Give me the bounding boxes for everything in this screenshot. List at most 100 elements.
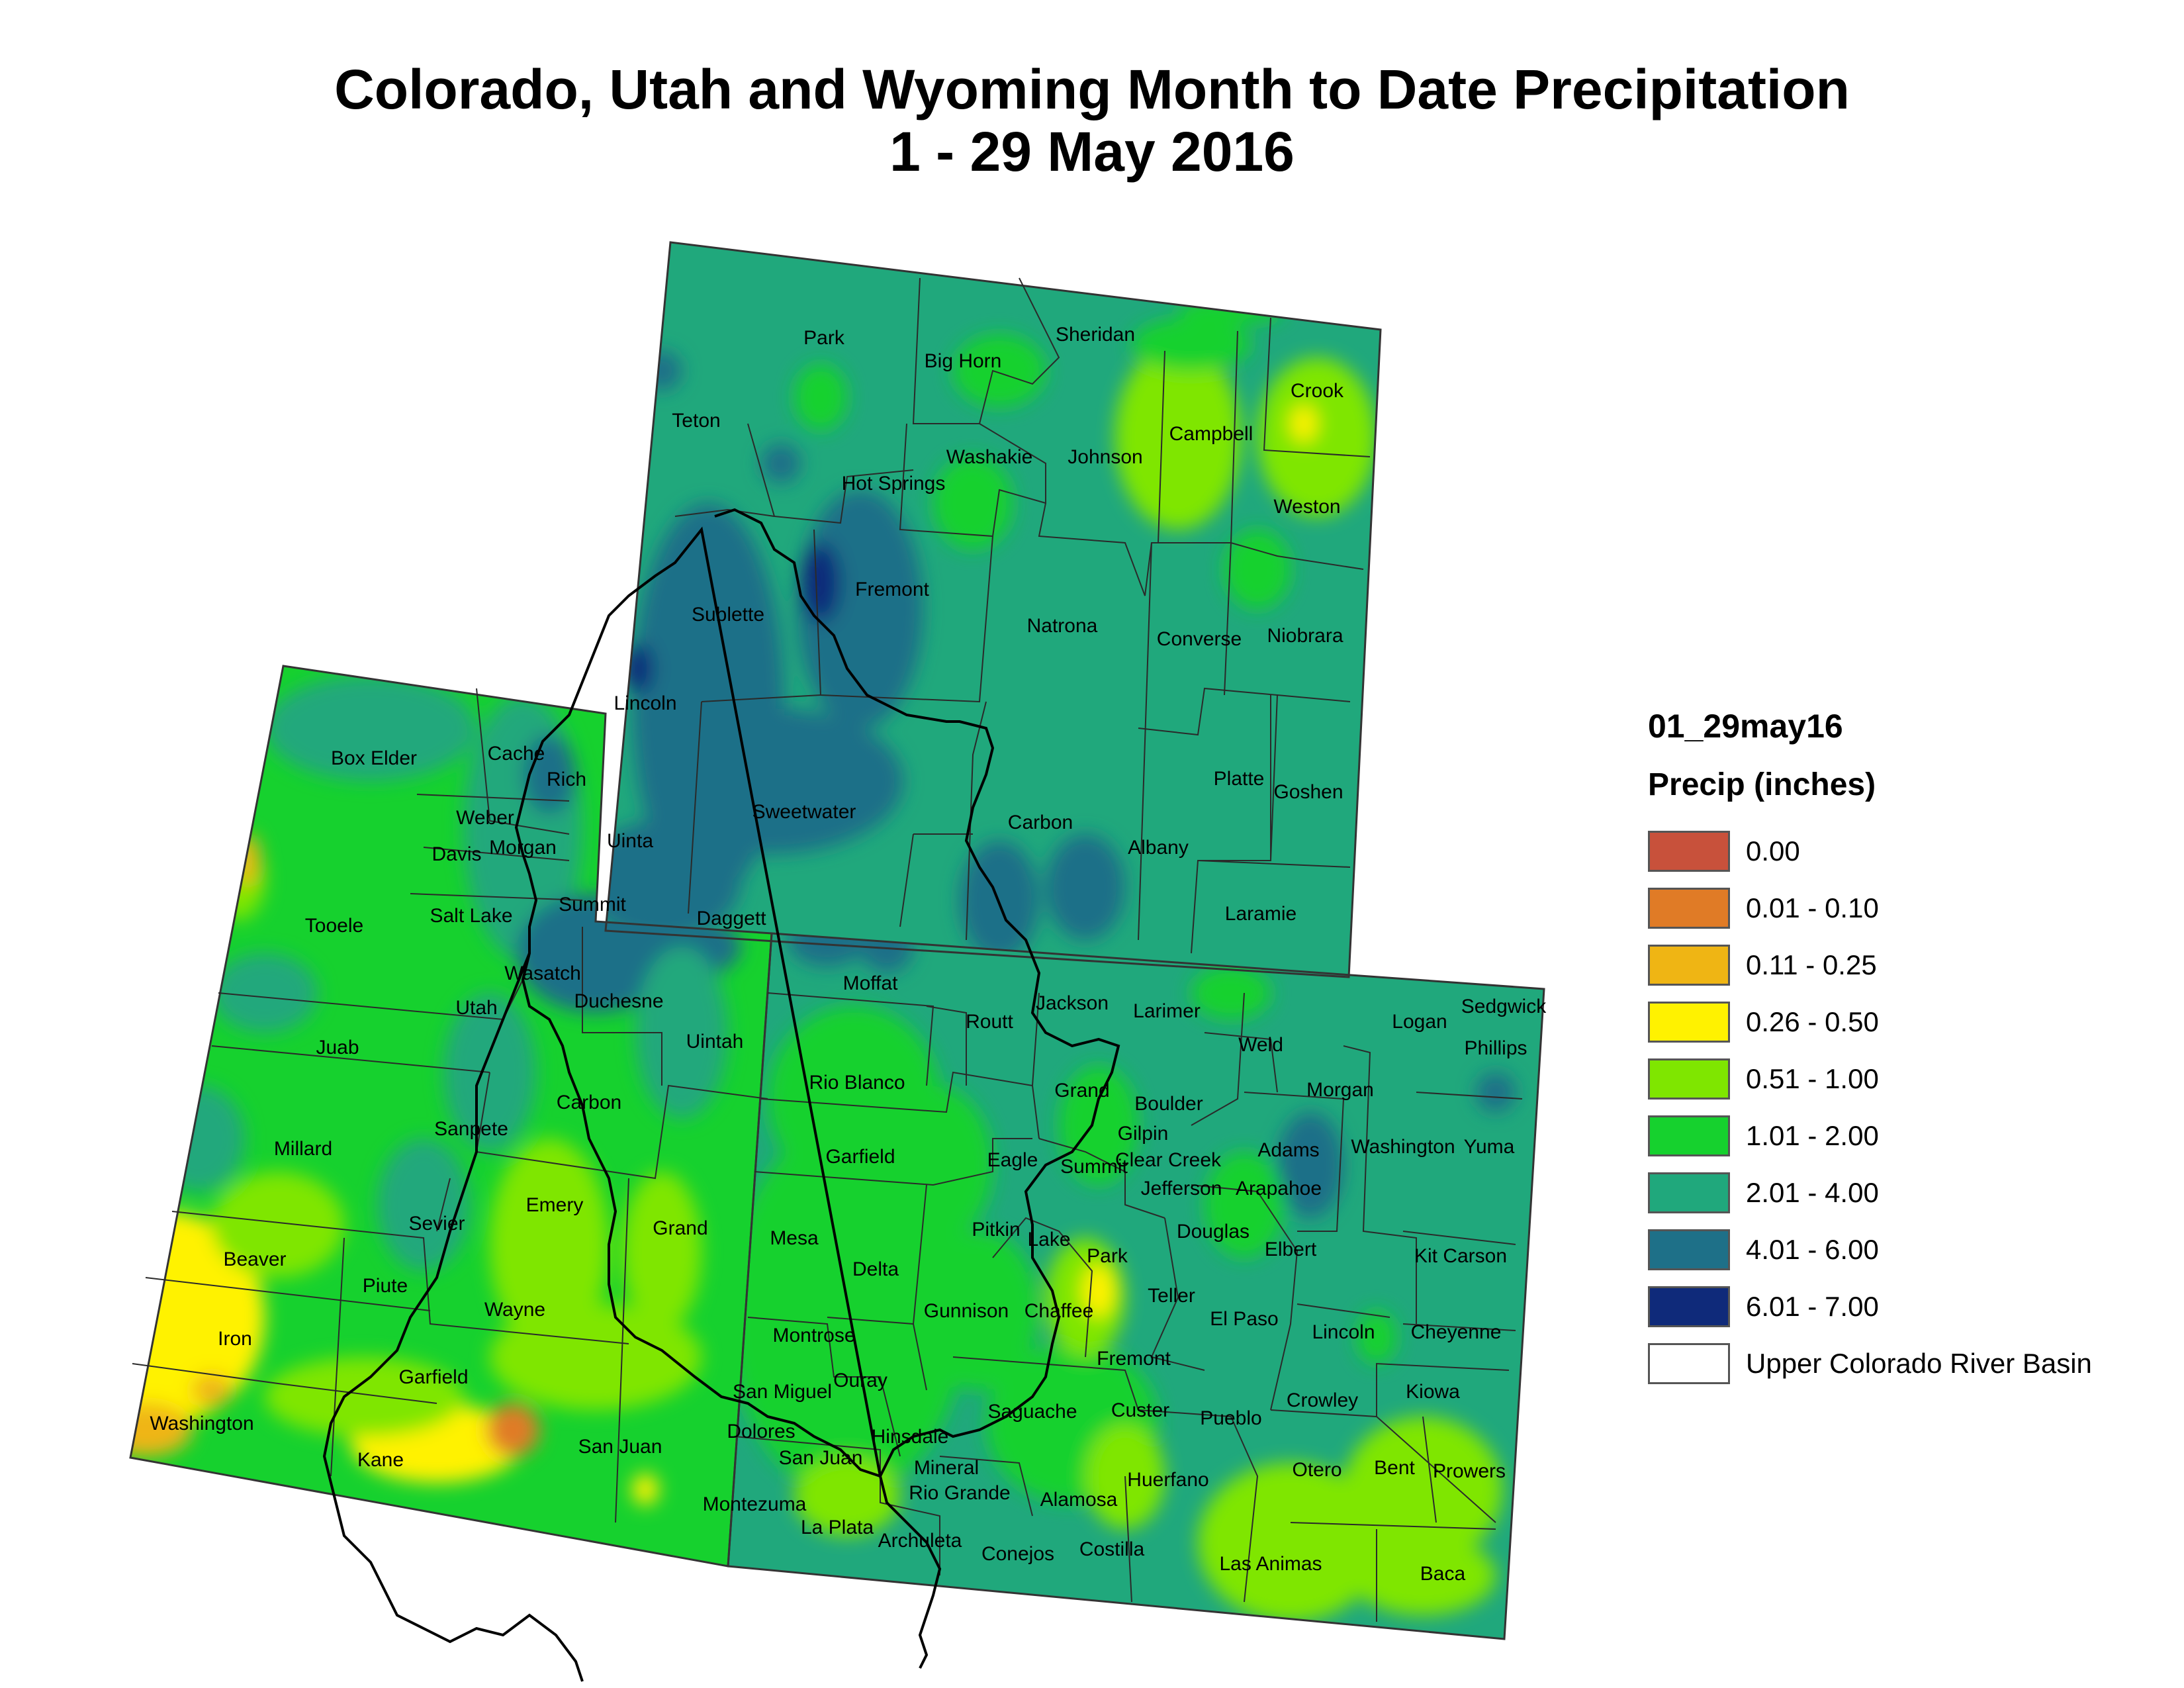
county-label: Rich: [547, 769, 586, 790]
legend-swatch: [1648, 1343, 1730, 1384]
county-label: Elbert: [1265, 1239, 1317, 1260]
county-label: Kane: [357, 1449, 404, 1471]
legend-label: 4.01 - 6.00: [1746, 1234, 1879, 1265]
county-label: Costilla: [1079, 1538, 1145, 1560]
county-label: San Miguel: [733, 1381, 832, 1403]
legend-label: 2.01 - 4.00: [1746, 1177, 1879, 1208]
county-label: Emery: [526, 1194, 584, 1216]
county-label: Garfield: [825, 1146, 895, 1168]
county-label: Chaffee: [1024, 1300, 1094, 1322]
county-label: Morgan: [1306, 1079, 1374, 1101]
legend-label: Upper Colorado River Basin: [1746, 1348, 2092, 1379]
county-label: Montrose: [772, 1325, 855, 1346]
county-label: Sedgwick: [1461, 996, 1547, 1017]
county-label: Weber: [456, 807, 514, 829]
legend-label: 0.00: [1746, 835, 1800, 867]
county-label: Fremont: [1097, 1348, 1171, 1370]
map-title: Colorado, Utah and Wyoming Month to Date…: [0, 58, 2184, 183]
county-label: Johnson: [1068, 446, 1142, 468]
county-label: Mesa: [770, 1227, 819, 1249]
county-label: Summit: [1060, 1156, 1128, 1178]
county-label: Crook: [1291, 380, 1344, 402]
legend-title: 01_29may16: [1648, 708, 1843, 745]
legend-swatch: [1648, 1002, 1730, 1043]
legend-swatch: [1648, 831, 1730, 872]
county-label: Rio Grande: [909, 1482, 1010, 1504]
county-label: Fremont: [855, 579, 929, 600]
county-label: Montezuma: [703, 1493, 807, 1515]
legend-subtitle: Precip (inches): [1648, 767, 1876, 802]
county-label: Logan: [1392, 1011, 1447, 1033]
legend-label: 0.01 - 0.10: [1746, 892, 1879, 923]
county-label: Huerfano: [1127, 1469, 1208, 1491]
legend-swatch: [1648, 1058, 1730, 1100]
county-label: Sweetwater: [752, 801, 856, 823]
county-label: Conejos: [981, 1543, 1054, 1565]
county-label: Yuma: [1464, 1136, 1515, 1158]
county-label: Grand: [1054, 1080, 1109, 1102]
county-label: Larimer: [1133, 1000, 1201, 1022]
legend-label: 0.11 - 0.25: [1746, 949, 1877, 980]
legend-label: 1.01 - 2.00: [1746, 1120, 1879, 1151]
county-label: Salt Lake: [430, 905, 512, 927]
county-label: Iron: [218, 1328, 252, 1350]
county-label: Otero: [1292, 1459, 1342, 1481]
title-line-2: 1 - 29 May 2016: [889, 120, 1295, 183]
county-label: Las Animas: [1219, 1553, 1322, 1575]
county-label: Clear Creek: [1115, 1149, 1222, 1171]
utah-precip-field: [130, 675, 741, 1505]
county-label: Custer: [1111, 1399, 1169, 1421]
county-label: Dolores: [727, 1421, 795, 1442]
legend-item: 0.01 - 0.10: [1648, 880, 2164, 937]
county-label: Kit Carson: [1414, 1245, 1507, 1267]
county-label: Big Horn: [925, 350, 1002, 372]
county-label: San Juan: [578, 1436, 662, 1458]
county-label: Daggett: [696, 908, 766, 929]
county-label: Cheyenne: [1411, 1321, 1502, 1343]
county-label: Summit: [559, 894, 626, 915]
county-label: Mineral: [914, 1457, 979, 1479]
county-label: Prowers: [1433, 1460, 1506, 1482]
county-label: Garfield: [398, 1366, 468, 1388]
county-label: Jackson: [1036, 992, 1109, 1014]
legend-swatch: [1648, 945, 1730, 986]
county-label: Wasatch: [504, 962, 581, 984]
county-label: Natrona: [1027, 615, 1098, 637]
legend-item: 0.51 - 1.00: [1648, 1051, 2164, 1107]
county-label: Jefferson: [1141, 1178, 1222, 1199]
county-label: Sanpete: [434, 1118, 508, 1140]
legend-swatch: [1648, 1286, 1730, 1327]
county-labels: Park Big Horn Sheridan Crook Teton Washa…: [150, 324, 1547, 1585]
county-label: Park: [1087, 1245, 1128, 1267]
county-label: Uintah: [686, 1031, 744, 1053]
county-label: Sheridan: [1056, 324, 1135, 346]
county-label: Gunnison: [924, 1300, 1009, 1322]
county-label: La Plata: [801, 1517, 874, 1538]
county-label: Lincoln: [1312, 1321, 1375, 1343]
county-label: Converse: [1157, 628, 1242, 650]
colorado-border: [727, 932, 1545, 1640]
county-label: Kiowa: [1406, 1381, 1460, 1403]
county-label: Saguache: [987, 1401, 1077, 1423]
county-label: Albany: [1128, 837, 1189, 859]
state-borders: [129, 241, 1545, 1640]
county-label: Gilpin: [1118, 1123, 1169, 1145]
county-label: Delta: [852, 1258, 899, 1280]
legend-item: 6.01 - 7.00: [1648, 1278, 2164, 1335]
county-label: Hot Springs: [842, 473, 946, 494]
county-label: Carbon: [1008, 812, 1073, 833]
county-label: Tooele: [305, 915, 363, 937]
county-label: Park: [803, 327, 845, 349]
county-label: El Paso: [1210, 1308, 1278, 1330]
legend-item: 2.01 - 4.00: [1648, 1164, 2164, 1221]
legend-item: 0.26 - 0.50: [1648, 994, 2164, 1051]
county-label: Arapahoe: [1236, 1178, 1322, 1199]
county-label: Alamosa: [1040, 1489, 1118, 1511]
county-label: Juab: [316, 1037, 359, 1058]
county-label: Douglas: [1177, 1221, 1250, 1243]
county-label: Platte: [1214, 768, 1265, 790]
county-label: Moffat: [843, 972, 898, 994]
county-label: Pitkin: [972, 1219, 1020, 1241]
county-lines: [132, 277, 1523, 1622]
